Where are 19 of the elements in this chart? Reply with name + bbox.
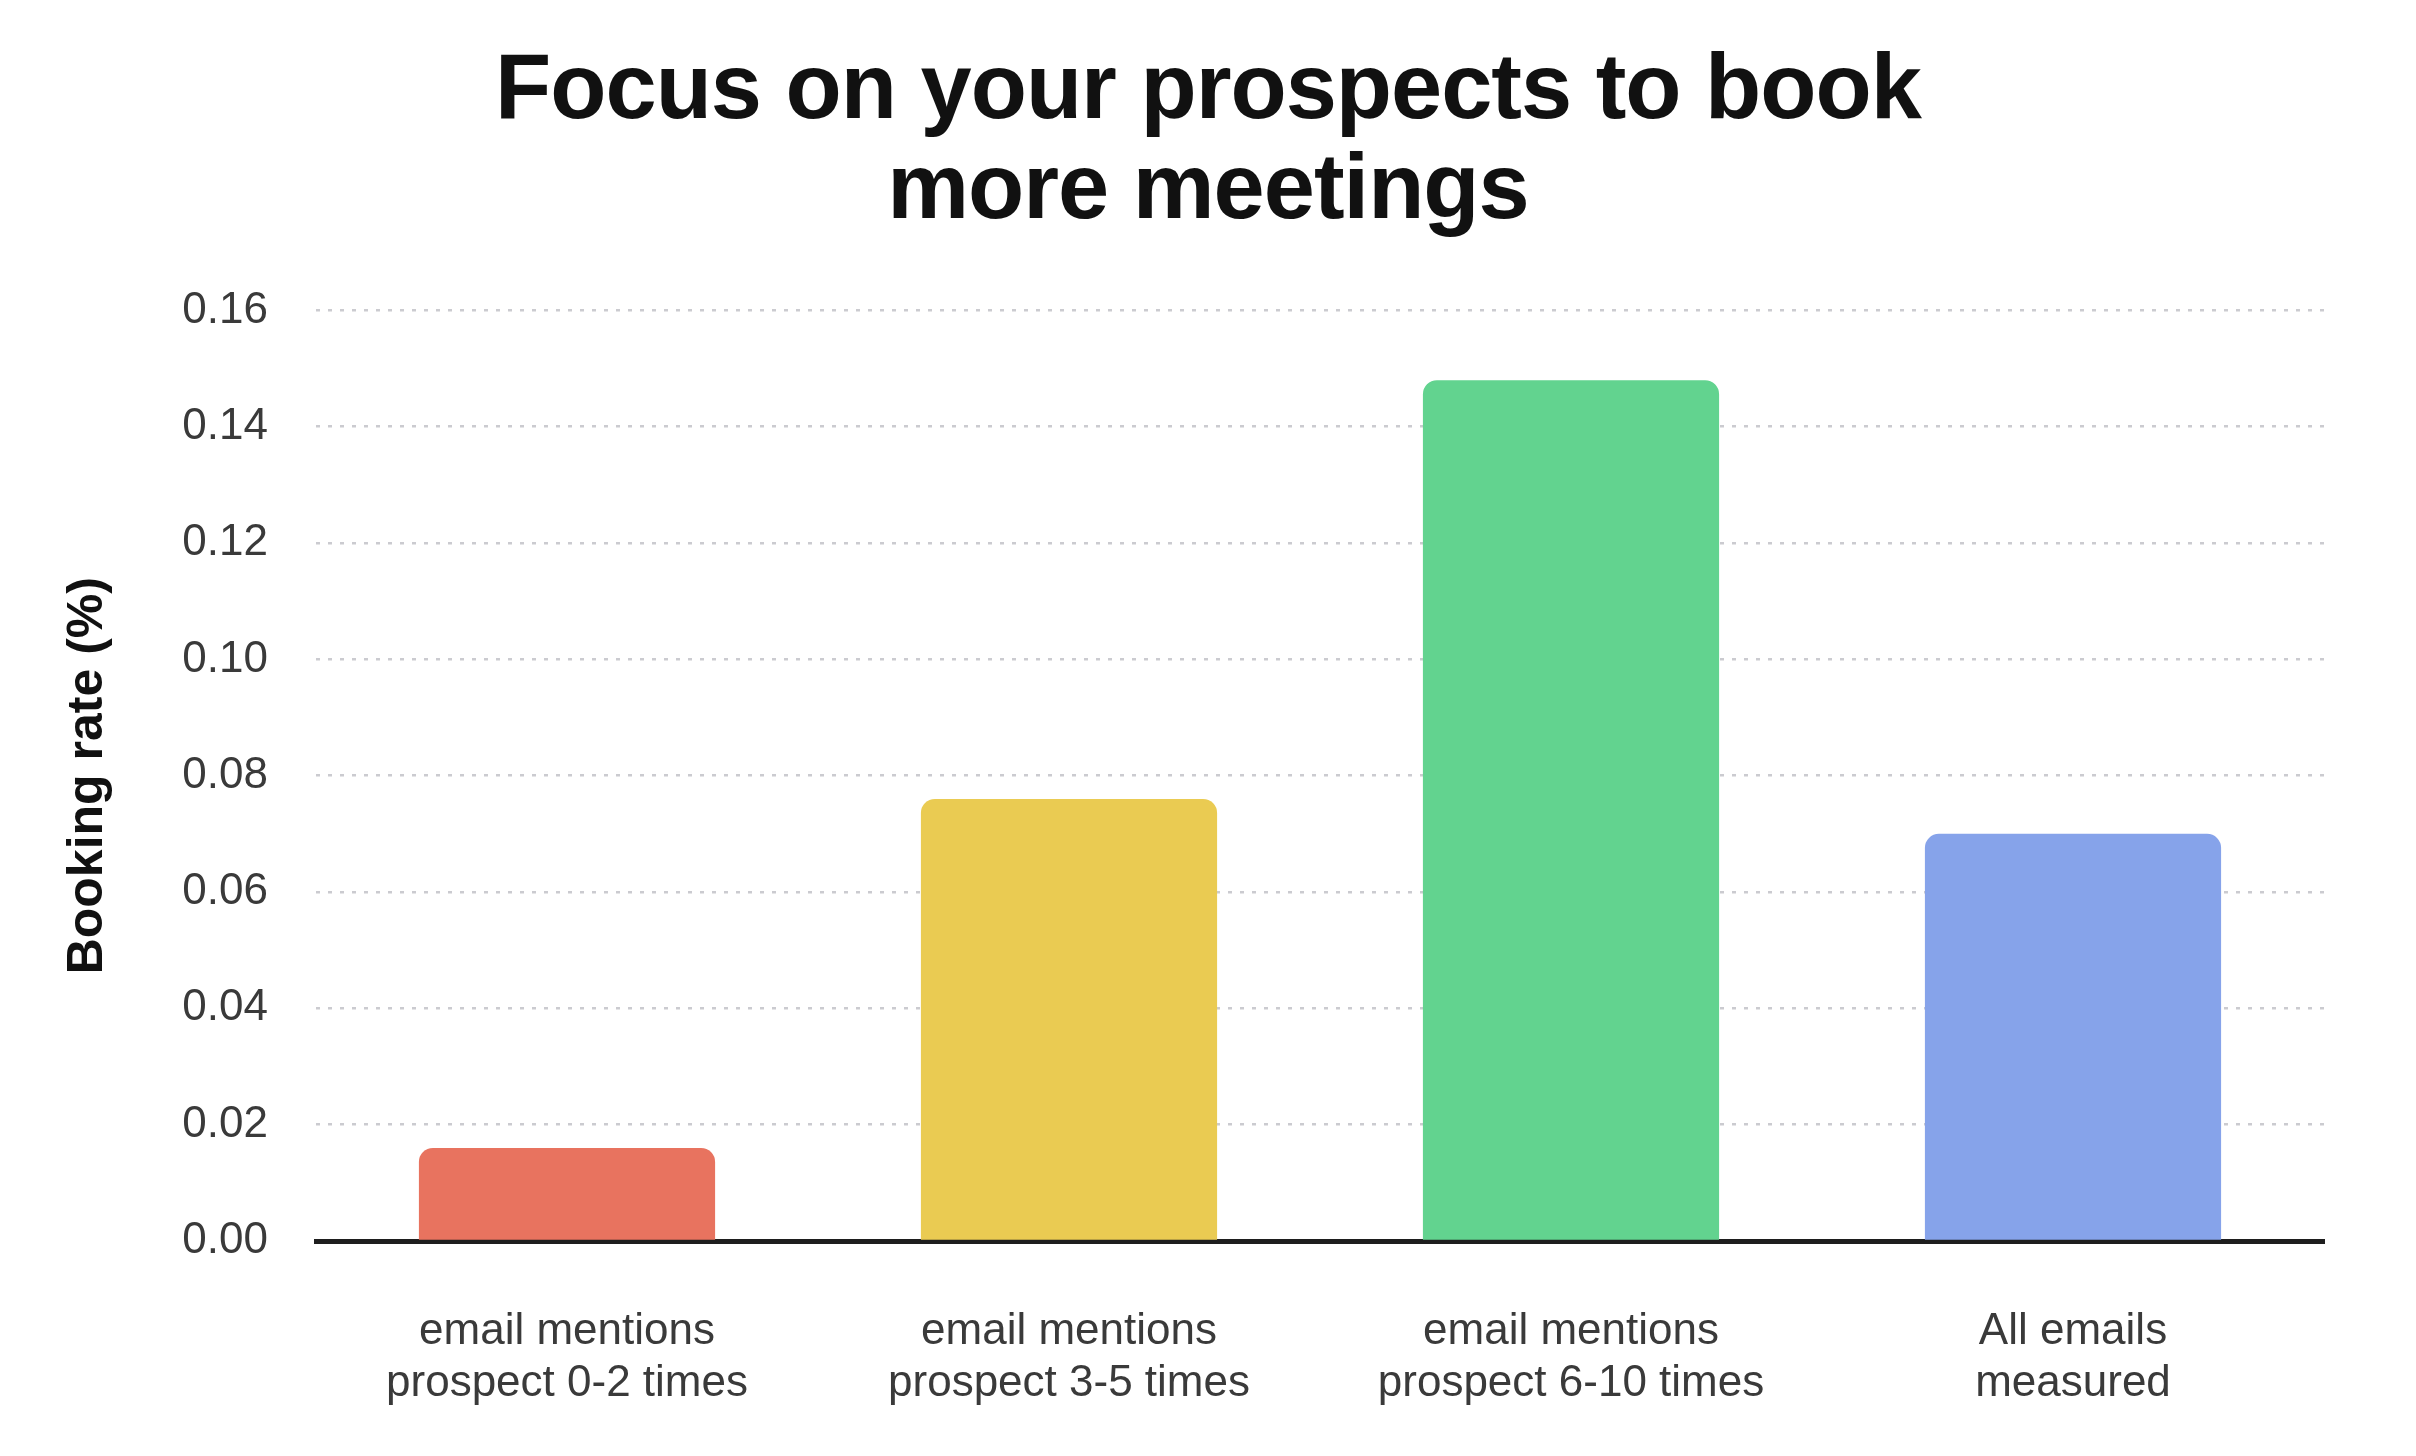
x-tick-label: email mentions prospect 3-5 times	[888, 1303, 1250, 1406]
bar	[920, 798, 1218, 1240]
y-tick-label: 0.06	[182, 864, 268, 914]
bar	[418, 1147, 716, 1240]
y-tick-label: 0.04	[182, 980, 268, 1030]
y-tick-label: 0.12	[182, 515, 268, 565]
y-tick-label: 0.08	[182, 747, 268, 797]
y-tick-label: 0.00	[182, 1213, 268, 1263]
x-tick-label: All emails measured	[1975, 1303, 2171, 1406]
bar	[1924, 833, 2222, 1240]
y-axis-title: Booking rate (%)	[56, 577, 113, 975]
y-tick-label: 0.14	[182, 398, 268, 448]
y-tick-label: 0.10	[182, 631, 268, 681]
bar	[1422, 380, 1720, 1240]
x-tick-label: email mentions prospect 6-10 times	[1377, 1303, 1765, 1406]
x-tick-label: email mentions prospect 0-2 times	[386, 1303, 748, 1406]
y-tick-label: 0.16	[182, 282, 268, 332]
y-tick-label: 0.02	[182, 1096, 268, 1146]
chart-title: Focus on your prospects to book more meetings	[494, 34, 1923, 237]
